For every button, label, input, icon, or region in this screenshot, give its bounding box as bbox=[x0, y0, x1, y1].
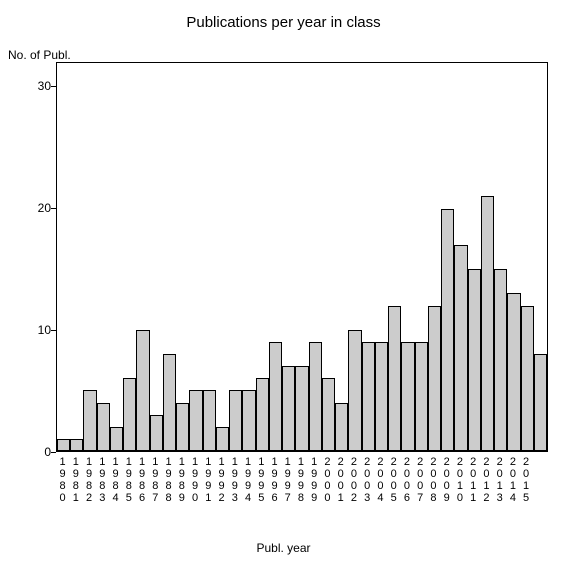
x-tick-label: 2 0 0 0 bbox=[321, 456, 334, 504]
x-tick-label: 2 0 0 5 bbox=[387, 456, 400, 504]
x-tick-label: 1 9 9 5 bbox=[255, 456, 268, 504]
bar bbox=[428, 306, 441, 452]
x-tick-label: 2 0 0 7 bbox=[414, 456, 427, 504]
bar bbox=[362, 342, 375, 451]
bar bbox=[242, 390, 255, 451]
x-tick-label: 1 9 8 5 bbox=[122, 456, 135, 504]
bar bbox=[375, 342, 388, 451]
bar bbox=[322, 378, 335, 451]
bar bbox=[401, 342, 414, 451]
chart-container: Publications per year in class No. of Pu… bbox=[0, 0, 567, 567]
x-tick-label: 2 0 1 3 bbox=[493, 456, 506, 504]
bar bbox=[97, 403, 110, 452]
bar bbox=[216, 427, 229, 451]
x-tick-label: 2 0 1 4 bbox=[506, 456, 519, 504]
x-tick-label: 1 9 9 8 bbox=[294, 456, 307, 504]
x-tick-label: 1 9 8 4 bbox=[109, 456, 122, 504]
x-tick-label: 1 9 9 4 bbox=[241, 456, 254, 504]
x-tick-label: 1 9 9 2 bbox=[215, 456, 228, 504]
x-tick-label: 2 0 0 4 bbox=[374, 456, 387, 504]
x-tick-label: 1 9 9 9 bbox=[308, 456, 321, 504]
x-tick-label: 2 0 0 8 bbox=[427, 456, 440, 504]
x-tick-label: 1 9 8 3 bbox=[96, 456, 109, 504]
x-tick-label: 2 0 1 5 bbox=[520, 456, 533, 504]
chart-title: Publications per year in class bbox=[0, 14, 567, 31]
bar bbox=[468, 269, 481, 451]
bar bbox=[110, 427, 123, 451]
bar bbox=[269, 342, 282, 451]
bar bbox=[70, 439, 83, 451]
y-tick-label: 0 bbox=[44, 445, 51, 459]
bar bbox=[295, 366, 308, 451]
x-tick-label: 2 0 1 1 bbox=[467, 456, 480, 504]
bar bbox=[282, 366, 295, 451]
bar bbox=[176, 403, 189, 452]
bar bbox=[494, 269, 507, 451]
x-tick-label: 1 9 9 3 bbox=[228, 456, 241, 504]
x-tick-label: 2 0 0 3 bbox=[361, 456, 374, 504]
bar bbox=[203, 390, 216, 451]
x-tick-label: 1 9 9 0 bbox=[188, 456, 201, 504]
x-tick-label: 1 9 8 7 bbox=[149, 456, 162, 504]
x-tick-label: 1 9 8 0 bbox=[56, 456, 69, 504]
bar bbox=[150, 415, 163, 451]
x-tick-label: 1 9 8 1 bbox=[69, 456, 82, 504]
bar bbox=[534, 354, 547, 451]
bar bbox=[521, 306, 534, 452]
x-tick-label: 2 0 0 1 bbox=[334, 456, 347, 504]
x-tick-label: 1 9 8 2 bbox=[82, 456, 95, 504]
x-tick-label: 2 0 0 6 bbox=[400, 456, 413, 504]
y-tick-label: 30 bbox=[38, 79, 51, 93]
bar bbox=[57, 439, 70, 451]
x-tick-label: 1 9 9 6 bbox=[268, 456, 281, 504]
x-tick-label: 2 0 1 2 bbox=[480, 456, 493, 504]
bar bbox=[83, 390, 96, 451]
bar bbox=[123, 378, 136, 451]
x-tick-label: 1 9 8 6 bbox=[135, 456, 148, 504]
y-axis-label: No. of Publ. bbox=[8, 48, 71, 62]
x-tick-label: 1 9 8 8 bbox=[162, 456, 175, 504]
x-tick-label: 1 9 9 7 bbox=[281, 456, 294, 504]
x-tick-label: 1 9 8 9 bbox=[175, 456, 188, 504]
bar bbox=[415, 342, 428, 451]
bar bbox=[388, 306, 401, 452]
bar bbox=[335, 403, 348, 452]
x-axis-label: Publ. year bbox=[0, 541, 567, 555]
bar bbox=[348, 330, 361, 451]
bar bbox=[454, 245, 467, 451]
x-tick-label: 2 0 0 2 bbox=[347, 456, 360, 504]
bar bbox=[441, 209, 454, 452]
y-tick bbox=[51, 452, 56, 453]
bar bbox=[309, 342, 322, 451]
bar bbox=[163, 354, 176, 451]
plot-area bbox=[56, 62, 548, 452]
y-tick-label: 20 bbox=[38, 201, 51, 215]
bar bbox=[481, 196, 494, 451]
y-tick-label: 10 bbox=[38, 323, 51, 337]
x-tick-label: 2 0 1 0 bbox=[453, 456, 466, 504]
bar bbox=[136, 330, 149, 451]
bar bbox=[507, 293, 520, 451]
bar bbox=[229, 390, 242, 451]
x-tick-label: 1 9 9 1 bbox=[202, 456, 215, 504]
x-tick-label: 2 0 0 9 bbox=[440, 456, 453, 504]
bar-group bbox=[57, 63, 547, 451]
bar bbox=[189, 390, 202, 451]
bar bbox=[256, 378, 269, 451]
